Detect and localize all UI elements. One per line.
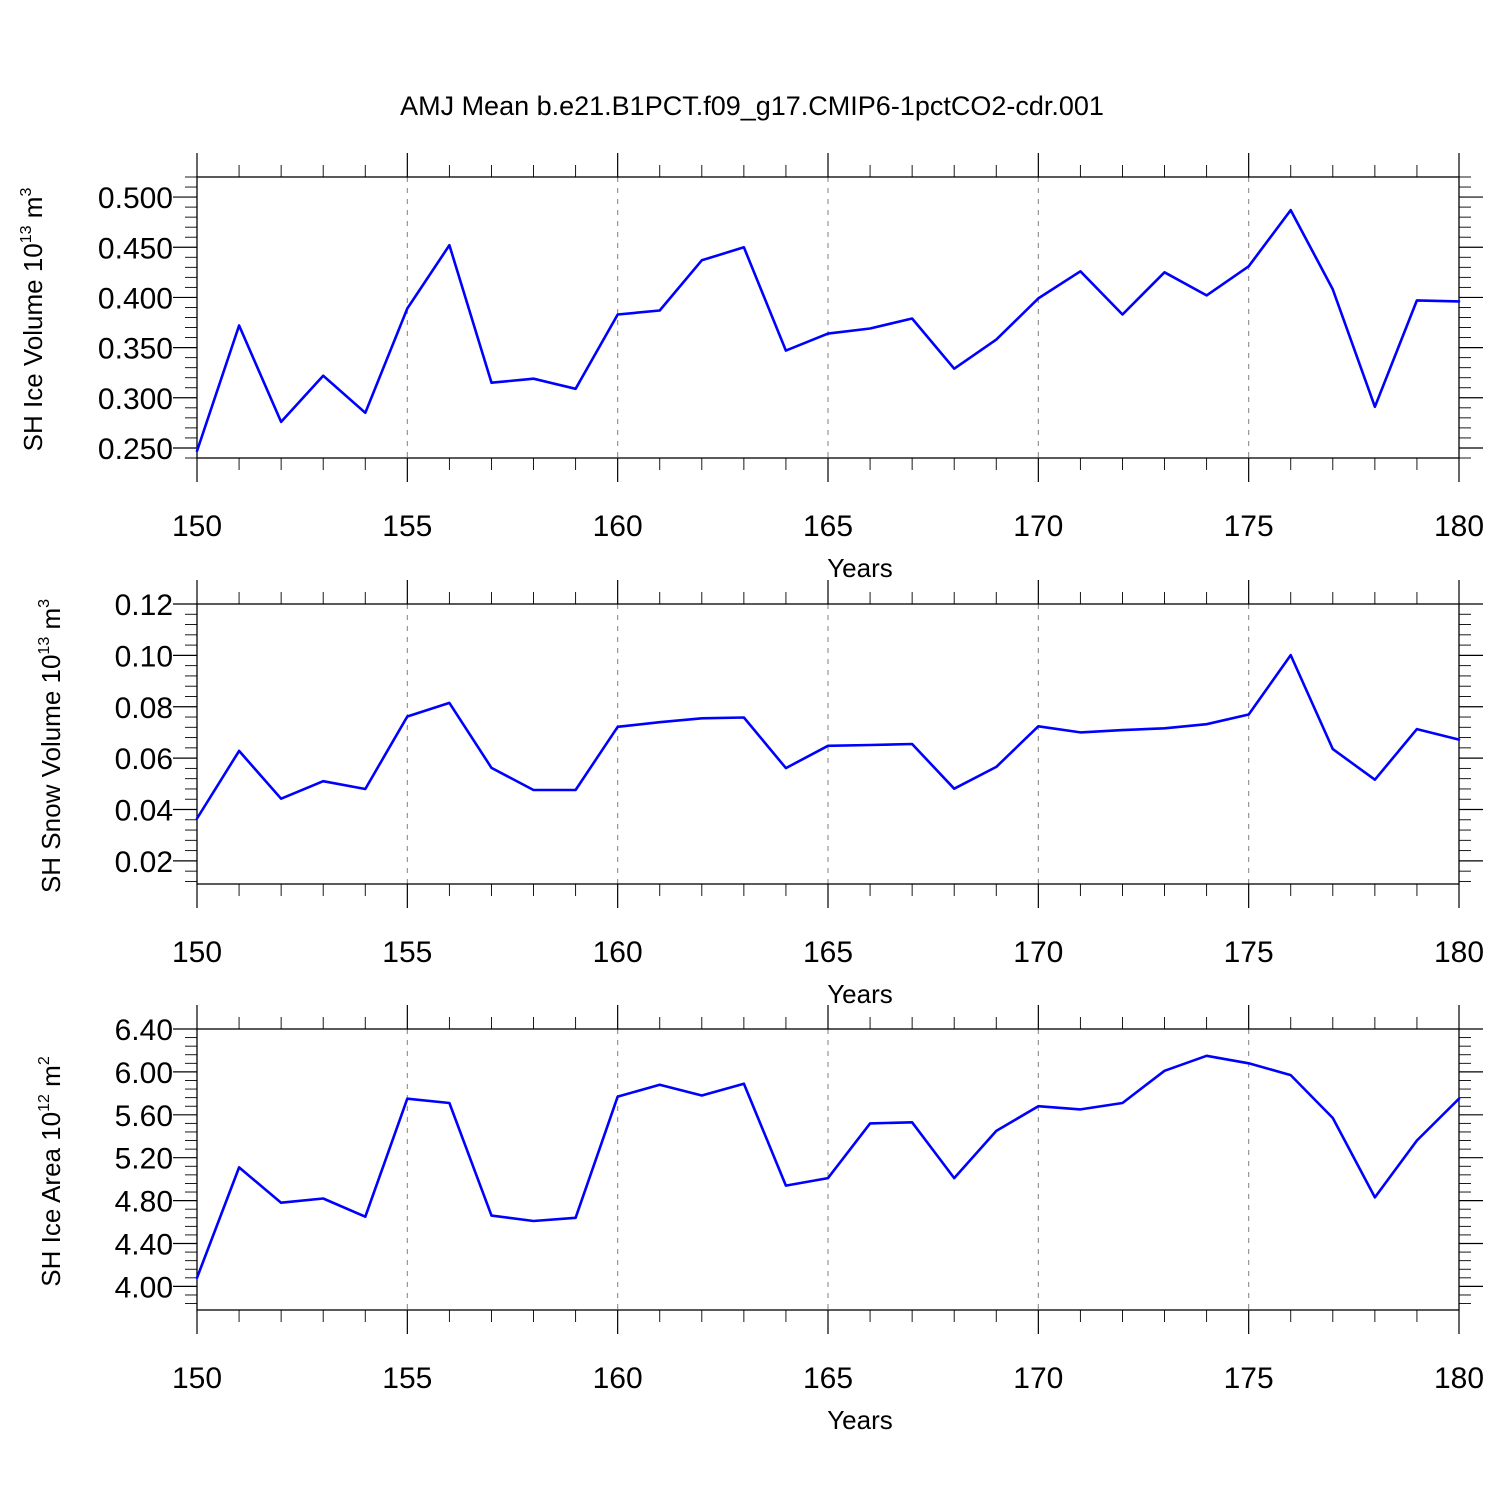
ice-volume-xtick-label-150: 150 bbox=[172, 510, 222, 543]
ice-volume-xtick-label-175: 175 bbox=[1224, 510, 1274, 543]
ice-area-ytick-label-4: 5.60 bbox=[115, 1100, 173, 1133]
ice-volume-xtick-label-180: 180 bbox=[1434, 510, 1484, 543]
ice-volume-ytick-label-2: 0.350 bbox=[98, 333, 173, 366]
ice-area-xtick-label-180: 180 bbox=[1434, 1362, 1484, 1395]
snow-volume-xtick-label-160: 160 bbox=[593, 936, 643, 969]
snow-volume-ytick-label-5: 0.12 bbox=[115, 589, 173, 622]
ice-volume-xtick-label-165: 165 bbox=[803, 510, 853, 543]
panel-snow-volume: 150 155 160 165 170 175 180 0.02 0.04 0.06 0.08 0.1… bbox=[36, 580, 1484, 1009]
ice-area-xtick-label-165: 165 bbox=[803, 1362, 853, 1395]
snow-volume-xtick-label-150: 150 bbox=[172, 936, 222, 969]
ice-volume-xtick-label-155: 155 bbox=[382, 510, 432, 543]
snow-volume-xtick-label-175: 175 bbox=[1224, 936, 1274, 969]
ice-volume-xtick-label-160: 160 bbox=[593, 510, 643, 543]
ice-area-ytick-label-6: 6.40 bbox=[115, 1014, 173, 1047]
snow-volume-ytick-label-3: 0.08 bbox=[115, 692, 173, 725]
snow-volume-xtick-label-165: 165 bbox=[803, 936, 853, 969]
snow-volume-ytick-label-2: 0.06 bbox=[115, 743, 173, 776]
ice-area-ytick-label-1: 4.40 bbox=[115, 1229, 173, 1262]
ice-area-xtick-label-150: 150 bbox=[172, 1362, 222, 1395]
ice-area-xtick-label-160: 160 bbox=[593, 1362, 643, 1395]
ice-volume-ytick-label-3: 0.400 bbox=[98, 282, 173, 315]
ice-area-xtick-label-155: 155 bbox=[382, 1362, 432, 1395]
snow-volume-xtick-label-180: 180 bbox=[1434, 936, 1484, 969]
ice-volume-xtick-label-170: 170 bbox=[1013, 510, 1063, 543]
ice-area-ytick-label-5: 6.00 bbox=[115, 1057, 173, 1090]
snow-volume-ylabel: SH Snow Volume 1013 m3 bbox=[36, 599, 66, 893]
snow-volume-ytick-label-0: 0.02 bbox=[115, 846, 173, 879]
ice-volume-series-line bbox=[195, 208, 1461, 453]
snow-volume-xlabel: Years bbox=[827, 979, 893, 1009]
snow-volume-ytick-label-4: 0.10 bbox=[115, 640, 173, 673]
snow-volume-ytick-label-1: 0.04 bbox=[115, 795, 173, 828]
ice-volume-ylabel: SH Ice Volume 1013 m3 bbox=[18, 188, 48, 452]
ice-area-ylabel: SH Ice Area 1012 m2 bbox=[36, 1056, 66, 1287]
ice-area-plot-frame bbox=[196, 1028, 1460, 1311]
ice-area-xtick-label-175: 175 bbox=[1224, 1362, 1274, 1395]
ice-area-series-line bbox=[195, 1054, 1461, 1280]
ice-volume-ytick-label-4: 0.450 bbox=[98, 232, 173, 265]
ice-volume-ytick-label-0: 0.250 bbox=[98, 433, 173, 466]
snow-volume-plot-frame bbox=[196, 603, 1460, 885]
snow-volume-xtick-label-170: 170 bbox=[1013, 936, 1063, 969]
ice-volume-ytick-label-5: 0.500 bbox=[98, 182, 173, 215]
snow-volume-series-line bbox=[195, 653, 1461, 820]
figure-title: AMJ Mean b.e21.B1PCT.f09_g17.CMIP6-1pctC… bbox=[400, 91, 1104, 121]
ice-volume-plot-frame bbox=[196, 176, 1460, 459]
snow-volume-xtick-label-155: 155 bbox=[382, 936, 432, 969]
ice-area-ytick-label-0: 4.00 bbox=[115, 1271, 173, 1304]
ice-area-xtick-label-170: 170 bbox=[1013, 1362, 1063, 1395]
ice-area-xlabel: Years bbox=[827, 1405, 893, 1435]
panel-ice-area: 150 155 160 165 170 175 180 4.00 4.40 4.80 5.20 5.6… bbox=[36, 1005, 1484, 1435]
ice-volume-xlabel: Years bbox=[827, 553, 893, 583]
ice-area-ytick-label-2: 4.80 bbox=[115, 1186, 173, 1219]
ice-volume-ytick-label-1: 0.300 bbox=[98, 383, 173, 416]
ice-area-ytick-label-3: 5.20 bbox=[115, 1143, 173, 1176]
panel-ice-volume: 150 155 160 165 170 175 180 0.250 0.300 0.350 0.40… bbox=[18, 153, 1484, 583]
